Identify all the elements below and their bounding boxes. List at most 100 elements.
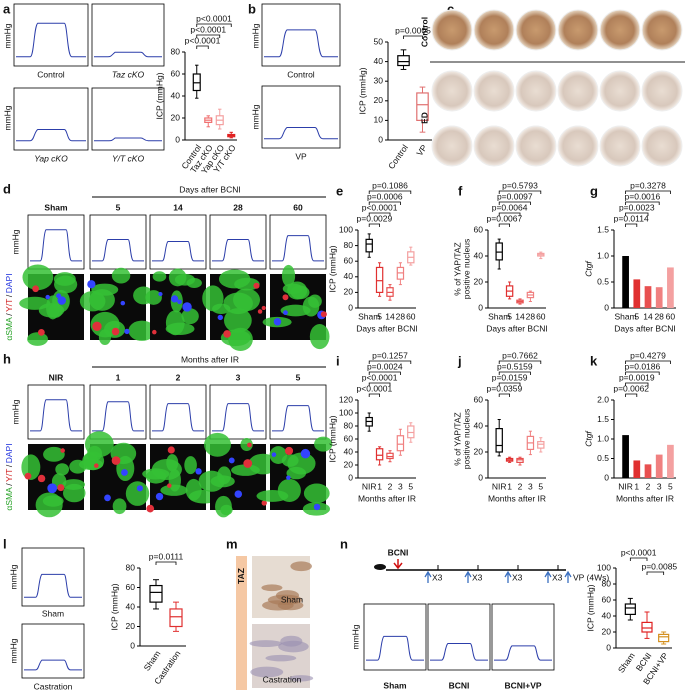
cell-stain (223, 308, 252, 333)
x-tick-label: 5 (507, 311, 512, 321)
arrow (544, 570, 552, 583)
tissue (249, 640, 283, 647)
stain-part: αSMA (4, 487, 14, 511)
p-value: p=0.0006 (367, 191, 403, 201)
panel-label: k (590, 353, 598, 368)
trace-label: Control (37, 69, 65, 79)
panel-label: n (340, 536, 348, 551)
cell-stain (54, 275, 78, 294)
nucleus-stain (146, 504, 155, 513)
micrograph (515, 125, 557, 167)
significance-bracket (625, 393, 638, 397)
stain-part: / (4, 464, 14, 467)
nucleus-stain (177, 299, 182, 305)
nucleus-stain (247, 442, 252, 448)
nucleus-stain (182, 302, 192, 312)
trace-label: BCNI (449, 680, 470, 690)
bar (633, 279, 641, 308)
box (386, 452, 394, 460)
stain-part: αSMA (4, 317, 14, 341)
y-axis-label: positive nucleus (461, 409, 471, 469)
y-tick-label: 60 (474, 394, 484, 404)
trace-label: 1 (116, 372, 121, 382)
micrograph (557, 70, 599, 112)
y-tick-label: 20 (474, 446, 484, 456)
y-tick-label: 40 (474, 420, 484, 430)
trace-label: NIR (49, 372, 64, 382)
nucleus-stain (271, 452, 277, 457)
x-tick-label: 2 (518, 481, 523, 491)
timeline-step: X3 (512, 572, 523, 582)
y-tick-label: 60 (126, 582, 136, 592)
y-tick-label: 1.0 (597, 250, 609, 260)
x-tick-label: 3 (398, 481, 403, 491)
significance-bracket (368, 190, 412, 194)
y-axis-label: ICP (mmHg) (109, 583, 119, 630)
bar (622, 256, 629, 308)
x-tick-label: Control (386, 143, 410, 171)
significance-bracket (498, 382, 521, 386)
x-tick-label: VP (414, 142, 429, 157)
significance-bracket (368, 393, 380, 397)
y-tick-label: 100 (339, 224, 353, 234)
y-tick-label: 20 (126, 621, 136, 631)
cell-stain (228, 327, 253, 351)
y-tick-label: 60 (171, 68, 181, 78)
trace-label: BCNI+VP (504, 680, 541, 690)
y-tick-label: 0 (378, 134, 383, 144)
tissue (288, 675, 314, 682)
trace-frame (91, 87, 165, 151)
panel-label: g (590, 183, 598, 198)
x-tick-label: 2 (646, 481, 651, 491)
cell-stain (181, 308, 199, 325)
arrow (424, 570, 432, 583)
y-axis-label: ICP (mmHg) (585, 584, 595, 631)
p-value: p=0.0064 (492, 202, 528, 212)
significance-bracket (155, 561, 177, 565)
pressure-trace (92, 401, 144, 432)
timeline-step: X3 (472, 572, 483, 582)
significance-bracket (498, 393, 510, 397)
stain-part: / (4, 313, 14, 316)
trace-label: Sham (44, 202, 68, 212)
box (537, 441, 545, 449)
y-tick-label: 40 (126, 601, 136, 611)
micrograph (599, 125, 641, 167)
nucleus-stain (104, 494, 111, 502)
cell-stain (281, 264, 296, 287)
y-axis-label: ICP (mmHg) (327, 415, 337, 462)
x-tick-label: 5 (634, 311, 639, 321)
x-tick-label: 5 (538, 481, 543, 491)
y-axis-label: mmHg (8, 638, 18, 663)
y-tick-label: 80 (602, 578, 612, 588)
stain-band (236, 556, 247, 690)
cell-stain (55, 463, 70, 476)
timeline-step: X3 (552, 572, 563, 582)
micrograph (473, 9, 515, 51)
micrograph (431, 9, 473, 51)
nucleus-stain (60, 448, 65, 453)
y-axis-label: ICP (mmHg) (154, 72, 164, 119)
p-value: p=0.0111 (149, 551, 184, 561)
nucleus-stain (320, 311, 327, 318)
cell-stain (303, 483, 330, 504)
x-tick-label: 14 (643, 311, 653, 321)
nucleus-stain (57, 484, 65, 492)
y-tick-label: 20 (171, 112, 181, 122)
mouse-icon (374, 564, 386, 570)
pressure-trace (264, 29, 338, 58)
cell-stain (22, 264, 54, 291)
box (169, 608, 183, 628)
nucleus-stain (313, 503, 321, 511)
cell-stain (308, 294, 322, 308)
trace-frame (261, 85, 341, 149)
nucleus-stain (261, 500, 267, 506)
p-value: p=0.0067 (487, 213, 523, 223)
nucleus-stain (121, 469, 128, 476)
x-tick-label: 1 (507, 481, 512, 491)
p-value: p=0.0085 (641, 561, 677, 571)
nucleus-stain (257, 309, 263, 314)
x-tick-label: 14 (515, 311, 525, 321)
tissue (262, 600, 294, 611)
nucleus-stain (167, 483, 172, 488)
